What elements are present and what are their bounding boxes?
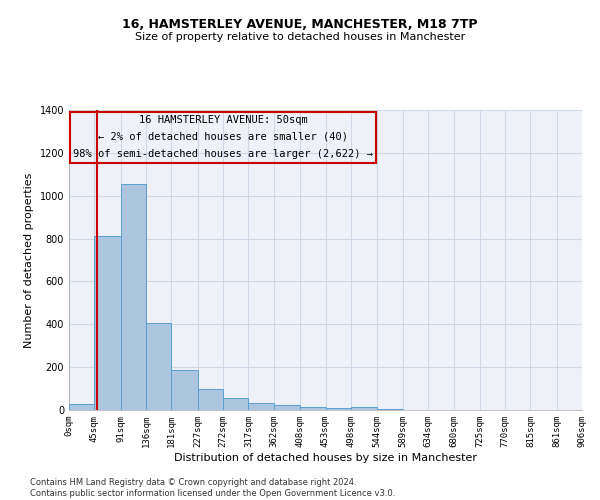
Bar bbox=[223, 398, 248, 410]
Text: 16, HAMSTERLEY AVENUE, MANCHESTER, M18 7TP: 16, HAMSTERLEY AVENUE, MANCHESTER, M18 7… bbox=[122, 18, 478, 30]
Text: 16 HAMSTERLEY AVENUE: 50sqm: 16 HAMSTERLEY AVENUE: 50sqm bbox=[139, 114, 308, 124]
Bar bbox=[248, 402, 274, 410]
Bar bbox=[69, 404, 94, 410]
Bar bbox=[300, 407, 325, 410]
Bar bbox=[351, 407, 377, 410]
Bar bbox=[121, 184, 146, 410]
Bar bbox=[274, 404, 300, 410]
Bar bbox=[197, 388, 223, 410]
Bar bbox=[70, 112, 376, 162]
Bar bbox=[377, 409, 403, 410]
X-axis label: Distribution of detached houses by size in Manchester: Distribution of detached houses by size … bbox=[174, 452, 477, 462]
Bar bbox=[325, 408, 351, 410]
Y-axis label: Number of detached properties: Number of detached properties bbox=[24, 172, 34, 348]
Text: ← 2% of detached houses are smaller (40): ← 2% of detached houses are smaller (40) bbox=[98, 132, 348, 142]
Text: Size of property relative to detached houses in Manchester: Size of property relative to detached ho… bbox=[135, 32, 465, 42]
Text: Contains HM Land Registry data © Crown copyright and database right 2024.
Contai: Contains HM Land Registry data © Crown c… bbox=[30, 478, 395, 498]
Bar bbox=[94, 236, 121, 410]
Bar bbox=[172, 370, 197, 410]
Text: 98% of semi-detached houses are larger (2,622) →: 98% of semi-detached houses are larger (… bbox=[73, 149, 373, 159]
Bar bbox=[146, 323, 172, 410]
